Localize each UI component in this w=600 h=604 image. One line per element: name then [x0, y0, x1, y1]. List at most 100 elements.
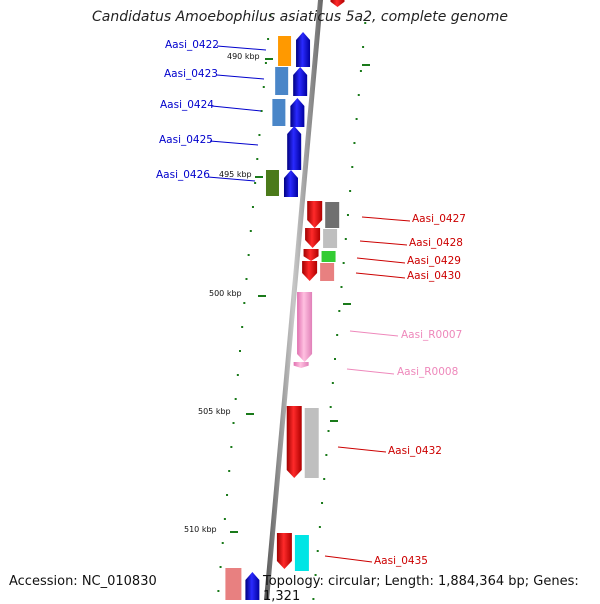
- minor-tick: [217, 590, 220, 592]
- leader-line: [207, 176, 256, 182]
- gene-label-aasi-0425[interactable]: Aasi_0425: [159, 134, 213, 146]
- gene-label-aasi-0426[interactable]: Aasi_0426: [156, 169, 210, 181]
- kbp-marker: 490 kbp: [227, 52, 260, 61]
- gene-label-aasi-0423[interactable]: Aasi_0423: [164, 68, 218, 80]
- cog-box-aasi-0423: [275, 67, 289, 95]
- leader-line: [349, 330, 399, 337]
- genome-backbone: [264, 0, 323, 600]
- minor-tick: [351, 166, 354, 168]
- cog-box-partial-bottom: [225, 568, 242, 600]
- kbp-marker: 510 kbp: [184, 525, 217, 534]
- gene-arrow-aasi-0427: [307, 201, 323, 228]
- minor-tick: [243, 302, 246, 304]
- leader-line: [361, 216, 411, 222]
- gene-label-aasi-r0008[interactable]: Aasi_R0008: [397, 366, 459, 378]
- cog-box-aasi-0429: [321, 251, 336, 262]
- minor-tick: [262, 86, 265, 88]
- leader-line: [356, 257, 406, 264]
- minor-tick: [236, 374, 239, 376]
- minor-tick: [362, 46, 365, 48]
- cog-box-aasi-0430: [320, 263, 335, 281]
- major-tick: [230, 531, 238, 533]
- minor-tick: [329, 406, 332, 408]
- major-tick: [246, 413, 254, 415]
- minor-tick: [221, 542, 224, 544]
- gene-arrow-aasi-0430: [302, 261, 318, 281]
- minor-tick: [314, 574, 317, 576]
- leader-line: [359, 240, 408, 246]
- kbp-marker: 505 kbp: [198, 407, 231, 416]
- minor-tick: [245, 278, 248, 280]
- minor-tick: [355, 118, 358, 120]
- gene-label-aasi-0429[interactable]: Aasi_0429: [407, 255, 461, 267]
- gene-arrow-partial-top: [330, 0, 345, 7]
- kbp-marker: 500 kbp: [209, 289, 242, 298]
- minor-tick: [325, 454, 328, 456]
- minor-tick: [346, 214, 349, 216]
- minor-tick: [334, 358, 336, 360]
- minor-tick: [234, 398, 237, 400]
- minor-tick: [342, 262, 345, 264]
- gene-arrow-aasi-r0007: [297, 292, 313, 362]
- minor-tick: [359, 70, 362, 72]
- minor-tick: [344, 238, 347, 240]
- minor-tick: [241, 326, 244, 328]
- gene-label-aasi-r0007[interactable]: Aasi_R0007: [401, 329, 463, 341]
- gene-label-aasi-0427[interactable]: Aasi_0427: [412, 213, 466, 225]
- leader-line: [355, 272, 406, 279]
- gene-arrow-aasi-r0008: [293, 362, 309, 368]
- minor-tick: [264, 62, 267, 64]
- major-tick: [265, 58, 273, 60]
- gene-label-aasi-0432[interactable]: Aasi_0432: [388, 445, 442, 457]
- cog-box-aasi-0432: [304, 408, 319, 478]
- cog-box-aasi-0428: [323, 229, 338, 248]
- gene-arrow-aasi-0432: [286, 406, 302, 478]
- minor-tick: [256, 158, 259, 160]
- minor-tick: [254, 182, 257, 184]
- gene-arrow-aasi-0428: [305, 228, 321, 248]
- gene-arrow-aasi-0423: [293, 67, 308, 96]
- minor-tick: [228, 470, 231, 472]
- minor-tick: [249, 230, 252, 232]
- minor-tick: [316, 550, 319, 552]
- leader-line: [211, 105, 262, 112]
- minor-tick: [349, 190, 352, 192]
- tick-marks: [217, 14, 370, 600]
- gene-label-aasi-0424[interactable]: Aasi_0424: [160, 99, 214, 111]
- minor-tick: [223, 518, 226, 520]
- cog-box-aasi-0426: [265, 170, 279, 196]
- minor-tick: [247, 254, 250, 256]
- leader-line: [324, 555, 373, 563]
- gene-label-aasi-0428[interactable]: Aasi_0428: [409, 237, 463, 249]
- minor-tick: [258, 134, 261, 136]
- major-tick: [330, 420, 338, 422]
- gene-label-aasi-0435[interactable]: Aasi_0435: [374, 555, 428, 567]
- cog-box-aasi-0427: [325, 202, 340, 228]
- minor-tick: [340, 286, 343, 288]
- minor-tick: [318, 526, 321, 528]
- gene-label-aasi-0422[interactable]: Aasi_0422: [165, 39, 219, 51]
- minor-tick: [336, 334, 339, 336]
- major-tick: [258, 295, 266, 297]
- gene-arrow-partial-bottom: [245, 572, 260, 600]
- minor-tick: [331, 382, 334, 384]
- map-title: Candidatus Amoebophilus asiaticus 5a2, c…: [92, 9, 508, 25]
- minor-tick: [239, 350, 241, 352]
- minor-tick: [251, 206, 254, 208]
- minor-tick: [230, 446, 233, 448]
- cog-box-aasi-0422: [278, 36, 292, 66]
- minor-tick: [353, 142, 356, 144]
- major-tick: [255, 176, 263, 178]
- leader-line: [209, 140, 259, 146]
- gene-label-aasi-0430[interactable]: Aasi_0430: [407, 270, 461, 282]
- minor-tick: [338, 310, 341, 312]
- leader-line: [216, 74, 265, 80]
- minor-tick: [312, 598, 315, 600]
- minor-tick: [321, 502, 324, 504]
- label-leaders: [207, 45, 411, 563]
- gene-arrow-aasi-0426: [283, 170, 298, 197]
- gene-arrow-aasi-0424: [290, 98, 305, 127]
- gene-arrow-aasi-0425: [287, 126, 302, 170]
